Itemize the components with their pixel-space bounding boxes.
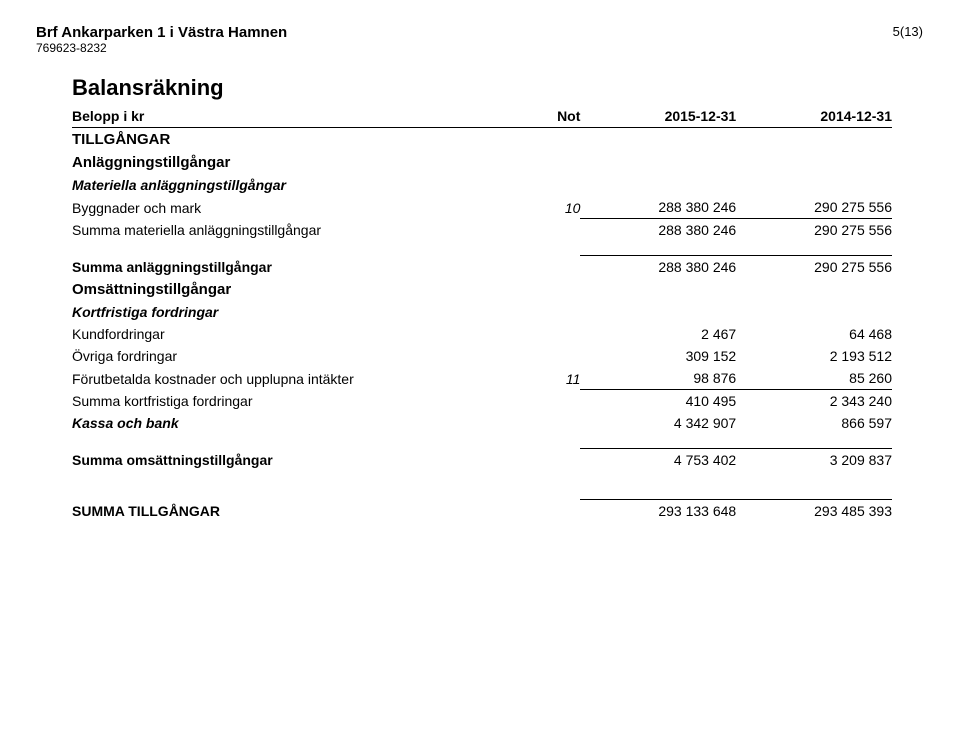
val2: 290 275 556 (736, 219, 892, 242)
val1: 4 753 402 (580, 449, 736, 472)
subsection-materiella: Materiella anläggningstillgångar (72, 174, 892, 196)
val1: 2 467 (580, 323, 736, 345)
row-summa-omsattning: Summa omsättningstillgångar 4 753 402 3 … (72, 449, 892, 472)
col-label-header: Belopp i kr (72, 105, 531, 128)
header-left: Brf Ankarparken 1 i Västra Hamnen 769623… (36, 24, 287, 55)
col-period2-header: 2014-12-31 (736, 105, 892, 128)
label: Summa anläggningstillgångar (72, 256, 531, 279)
content: Balansräkning Belopp i kr Not 2015-12-31… (72, 75, 892, 522)
val1: 98 876 (580, 367, 736, 390)
label: SUMMA TILLGÅNGAR (72, 500, 531, 523)
subsection-kortfristiga: Kortfristiga fordringar (72, 301, 892, 323)
company-name: Brf Ankarparken 1 i Västra Hamnen (36, 24, 287, 41)
column-header-row: Belopp i kr Not 2015-12-31 2014-12-31 (72, 105, 892, 128)
row-summa-materiella: Summa materiella anläggningstillgångar 2… (72, 219, 892, 242)
label: Summa omsättningstillgångar (72, 449, 531, 472)
section-anlaggning: Anläggningstillgångar (72, 151, 892, 174)
row-summa-anlaggning: Summa anläggningstillgångar 288 380 246 … (72, 256, 892, 279)
val2: 64 468 (736, 323, 892, 345)
section-tillgangar: TILLGÅNGAR (72, 128, 892, 152)
val2: 3 209 837 (736, 449, 892, 472)
balance-table: Belopp i kr Not 2015-12-31 2014-12-31 TI… (72, 105, 892, 522)
val1: 309 152 (580, 345, 736, 367)
row-forutbetalda: Förutbetalda kostnader och upplupna intä… (72, 367, 892, 390)
val2: 290 275 556 (736, 256, 892, 279)
row-kassa-och-bank: Kassa och bank 4 342 907 866 597 (72, 412, 892, 434)
note: 11 (531, 367, 580, 390)
label: Övriga fordringar (72, 345, 531, 367)
note: 10 (531, 196, 580, 219)
col-period1-header: 2015-12-31 (580, 105, 736, 128)
row-ovriga-fordringar: Övriga fordringar 309 152 2 193 512 (72, 345, 892, 367)
val1: 293 133 648 (580, 500, 736, 523)
val2: 293 485 393 (736, 500, 892, 523)
label: Summa materiella anläggningstillgångar (72, 219, 531, 242)
val1: 4 342 907 (580, 412, 736, 434)
page-header: Brf Ankarparken 1 i Västra Hamnen 769623… (36, 24, 923, 55)
val2: 2 193 512 (736, 345, 892, 367)
row-summa-kortfristiga: Summa kortfristiga fordringar 410 495 2 … (72, 390, 892, 413)
val1: 288 380 246 (580, 196, 736, 219)
label: Förutbetalda kostnader och upplupna intä… (72, 367, 531, 390)
label: Kassa och bank (72, 412, 531, 434)
label: Kundfordringar (72, 323, 531, 345)
page-number: 5(13) (893, 24, 923, 39)
val1: 410 495 (580, 390, 736, 413)
val2: 2 343 240 (736, 390, 892, 413)
row-kundfordringar: Kundfordringar 2 467 64 468 (72, 323, 892, 345)
val2: 290 275 556 (736, 196, 892, 219)
label: Summa kortfristiga fordringar (72, 390, 531, 413)
row-byggnader: Byggnader och mark 10 288 380 246 290 27… (72, 196, 892, 219)
val1: 288 380 246 (580, 256, 736, 279)
label: Byggnader och mark (72, 196, 531, 219)
section-omsattning: Omsättningstillgångar (72, 278, 892, 301)
col-note-header: Not (531, 105, 580, 128)
row-summa-tillgangar: SUMMA TILLGÅNGAR 293 133 648 293 485 393 (72, 500, 892, 523)
report-title: Balansräkning (72, 75, 892, 101)
val2: 85 260 (736, 367, 892, 390)
val2: 866 597 (736, 412, 892, 434)
val1: 288 380 246 (580, 219, 736, 242)
org-number: 769623-8232 (36, 41, 287, 55)
